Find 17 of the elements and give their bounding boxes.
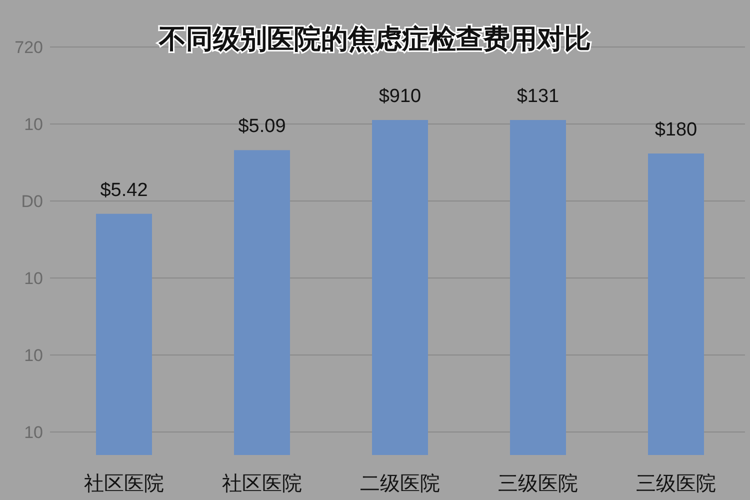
- annotation: $5.42: [100, 180, 148, 201]
- text: 10: [24, 115, 43, 134]
- text: D0: [21, 192, 43, 211]
- chart-title: 不同级别医院的焦虑症检查费用对比: [158, 24, 591, 54]
- x-tick-label: 社区医院: [222, 473, 302, 495]
- text: 720: [14, 38, 43, 57]
- text: 10: [24, 423, 43, 442]
- x-tick-label: 三级医院: [498, 473, 578, 495]
- annotation: $5.09: [238, 116, 286, 138]
- text: 10: [24, 346, 43, 365]
- text: 10: [24, 269, 43, 288]
- x-tick-label: 社区医院: [84, 473, 164, 495]
- x-tick-label: 二级医院: [360, 473, 440, 495]
- annotation: $180: [654, 120, 698, 140]
- x-tick-label: 三级医院: [636, 473, 716, 495]
- text: $131: [516, 86, 560, 107]
- text: $910: [378, 86, 422, 107]
